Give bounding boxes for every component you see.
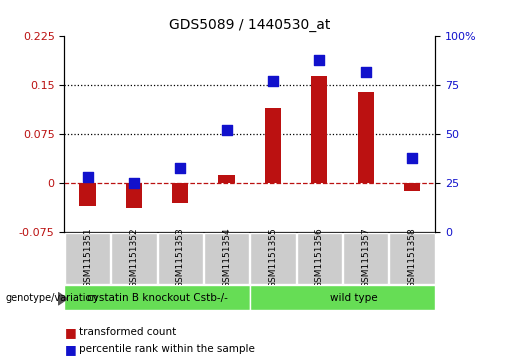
Bar <box>311 76 328 183</box>
FancyBboxPatch shape <box>64 285 250 310</box>
FancyBboxPatch shape <box>158 233 203 285</box>
Bar <box>126 183 142 208</box>
FancyBboxPatch shape <box>111 233 157 285</box>
Bar <box>357 92 374 183</box>
Text: transformed count: transformed count <box>79 327 176 337</box>
Point <box>222 127 231 133</box>
Text: percentile rank within the sample: percentile rank within the sample <box>79 344 255 354</box>
Text: GSM1151358: GSM1151358 <box>407 227 417 288</box>
FancyBboxPatch shape <box>250 233 296 285</box>
Text: GSM1151356: GSM1151356 <box>315 227 324 288</box>
FancyBboxPatch shape <box>389 233 435 285</box>
Point <box>315 57 323 63</box>
Text: wild type: wild type <box>330 293 378 303</box>
Text: GSM1151353: GSM1151353 <box>176 227 185 288</box>
Point <box>83 175 92 180</box>
Point <box>408 155 416 161</box>
Text: genotype/variation: genotype/variation <box>5 293 98 303</box>
Point <box>362 69 370 74</box>
Text: ■: ■ <box>64 343 76 356</box>
Bar <box>265 108 281 183</box>
FancyBboxPatch shape <box>65 233 110 285</box>
Text: GSM1151351: GSM1151351 <box>83 227 92 288</box>
Polygon shape <box>58 293 67 305</box>
FancyBboxPatch shape <box>343 233 388 285</box>
Text: GSM1151352: GSM1151352 <box>129 227 139 288</box>
FancyBboxPatch shape <box>204 233 249 285</box>
Bar <box>79 183 96 205</box>
Bar <box>218 175 235 183</box>
FancyBboxPatch shape <box>250 285 435 310</box>
Point <box>130 180 138 186</box>
Text: GSM1151354: GSM1151354 <box>222 227 231 288</box>
Text: ■: ■ <box>64 326 76 339</box>
Text: GSM1151357: GSM1151357 <box>361 227 370 288</box>
Bar <box>172 183 188 203</box>
FancyBboxPatch shape <box>297 233 342 285</box>
Point <box>269 78 277 84</box>
Text: cystatin B knockout Cstb-/-: cystatin B knockout Cstb-/- <box>87 293 228 303</box>
Title: GDS5089 / 1440530_at: GDS5089 / 1440530_at <box>169 19 331 33</box>
Point <box>176 165 184 171</box>
Text: GSM1151355: GSM1151355 <box>268 227 278 288</box>
Bar <box>404 183 420 191</box>
